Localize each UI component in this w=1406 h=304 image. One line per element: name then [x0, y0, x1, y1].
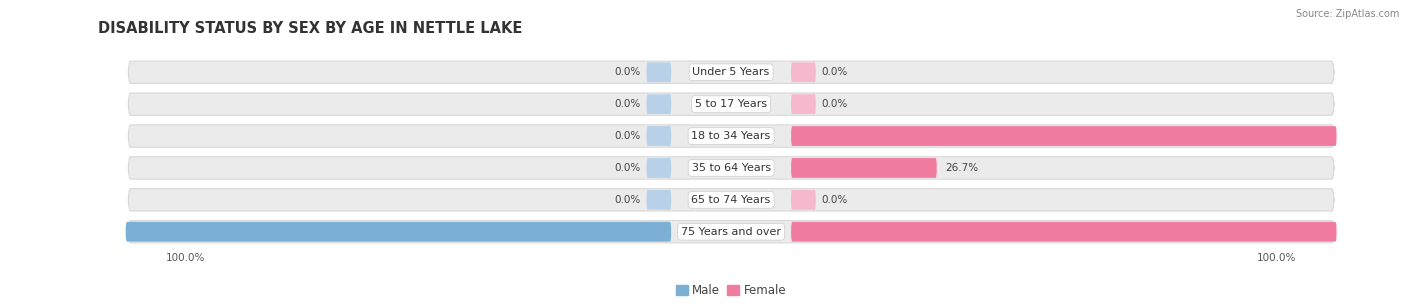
FancyBboxPatch shape [792, 158, 936, 178]
FancyBboxPatch shape [792, 190, 815, 210]
Text: 0.0%: 0.0% [821, 195, 848, 205]
FancyBboxPatch shape [128, 189, 1334, 211]
FancyBboxPatch shape [128, 61, 1334, 83]
Text: 100.0%: 100.0% [1344, 227, 1388, 237]
Text: 0.0%: 0.0% [614, 131, 641, 141]
Text: 100.0%: 100.0% [75, 227, 118, 237]
FancyBboxPatch shape [792, 126, 1337, 146]
Text: 100.0%: 100.0% [1344, 131, 1388, 141]
Text: 26.7%: 26.7% [945, 163, 979, 173]
Text: 65 to 74 Years: 65 to 74 Years [692, 195, 770, 205]
FancyBboxPatch shape [792, 62, 815, 82]
Text: 35 to 64 Years: 35 to 64 Years [692, 163, 770, 173]
Text: Source: ZipAtlas.com: Source: ZipAtlas.com [1295, 9, 1399, 19]
FancyBboxPatch shape [792, 222, 1337, 242]
FancyBboxPatch shape [125, 222, 671, 242]
FancyBboxPatch shape [128, 157, 1334, 179]
Text: 75 Years and over: 75 Years and over [681, 227, 782, 237]
Text: 0.0%: 0.0% [614, 67, 641, 77]
FancyBboxPatch shape [128, 125, 1334, 147]
Text: 0.0%: 0.0% [614, 163, 641, 173]
Text: Under 5 Years: Under 5 Years [693, 67, 769, 77]
Text: DISABILITY STATUS BY SEX BY AGE IN NETTLE LAKE: DISABILITY STATUS BY SEX BY AGE IN NETTL… [98, 21, 523, 36]
Text: 18 to 34 Years: 18 to 34 Years [692, 131, 770, 141]
Text: 0.0%: 0.0% [614, 99, 641, 109]
FancyBboxPatch shape [647, 62, 671, 82]
FancyBboxPatch shape [647, 190, 671, 210]
FancyBboxPatch shape [647, 158, 671, 178]
Text: 0.0%: 0.0% [821, 67, 848, 77]
Legend: Male, Female: Male, Female [671, 279, 792, 302]
FancyBboxPatch shape [128, 93, 1334, 115]
Text: 0.0%: 0.0% [821, 99, 848, 109]
FancyBboxPatch shape [792, 94, 815, 114]
Text: 0.0%: 0.0% [614, 195, 641, 205]
FancyBboxPatch shape [128, 221, 1334, 243]
FancyBboxPatch shape [647, 126, 671, 146]
FancyBboxPatch shape [647, 94, 671, 114]
Text: 5 to 17 Years: 5 to 17 Years [695, 99, 768, 109]
